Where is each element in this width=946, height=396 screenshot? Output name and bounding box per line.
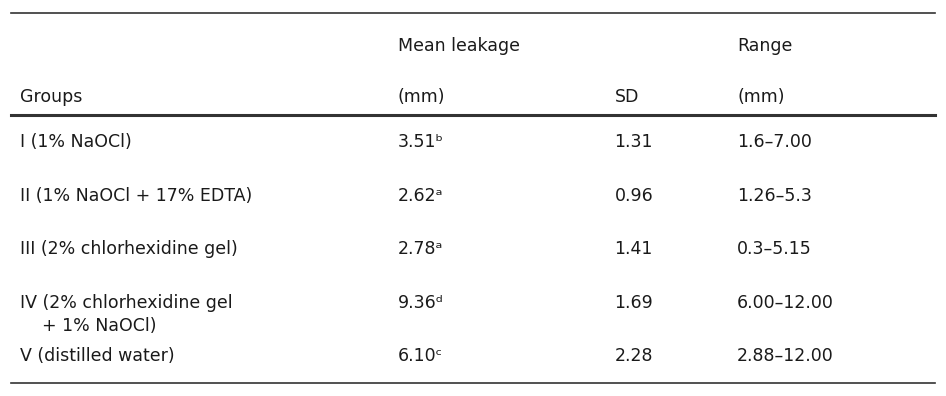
Text: 3.51ᵇ: 3.51ᵇ — [397, 133, 444, 151]
Text: 2.62ᵃ: 2.62ᵃ — [397, 187, 443, 205]
Text: II (1% NaOCl + 17% EDTA): II (1% NaOCl + 17% EDTA) — [20, 187, 253, 205]
Text: 2.78ᵃ: 2.78ᵃ — [397, 240, 443, 258]
Text: 1.26–5.3: 1.26–5.3 — [737, 187, 812, 205]
Text: 1.6–7.00: 1.6–7.00 — [737, 133, 812, 151]
Text: SD: SD — [615, 88, 639, 106]
Text: 0.3–5.15: 0.3–5.15 — [737, 240, 812, 258]
Text: 0.96: 0.96 — [615, 187, 654, 205]
Text: Groups: Groups — [20, 88, 82, 106]
Text: IV (2% chlorhexidine gel
    + 1% NaOCl): IV (2% chlorhexidine gel + 1% NaOCl) — [20, 293, 233, 335]
Text: 2.28: 2.28 — [615, 347, 653, 365]
Text: 2.88–12.00: 2.88–12.00 — [737, 347, 833, 365]
Text: 6.10ᶜ: 6.10ᶜ — [397, 347, 443, 365]
Text: (mm): (mm) — [737, 88, 784, 106]
Text: 1.41: 1.41 — [615, 240, 653, 258]
Text: Range: Range — [737, 37, 793, 55]
Text: Mean leakage: Mean leakage — [397, 37, 519, 55]
Text: I (1% NaOCl): I (1% NaOCl) — [20, 133, 132, 151]
Text: 9.36ᵈ: 9.36ᵈ — [397, 293, 444, 312]
Text: 1.31: 1.31 — [615, 133, 653, 151]
Text: V (distilled water): V (distilled water) — [20, 347, 175, 365]
Text: 6.00–12.00: 6.00–12.00 — [737, 293, 834, 312]
Text: (mm): (mm) — [397, 88, 445, 106]
Text: III (2% chlorhexidine gel): III (2% chlorhexidine gel) — [20, 240, 238, 258]
Text: 1.69: 1.69 — [615, 293, 654, 312]
